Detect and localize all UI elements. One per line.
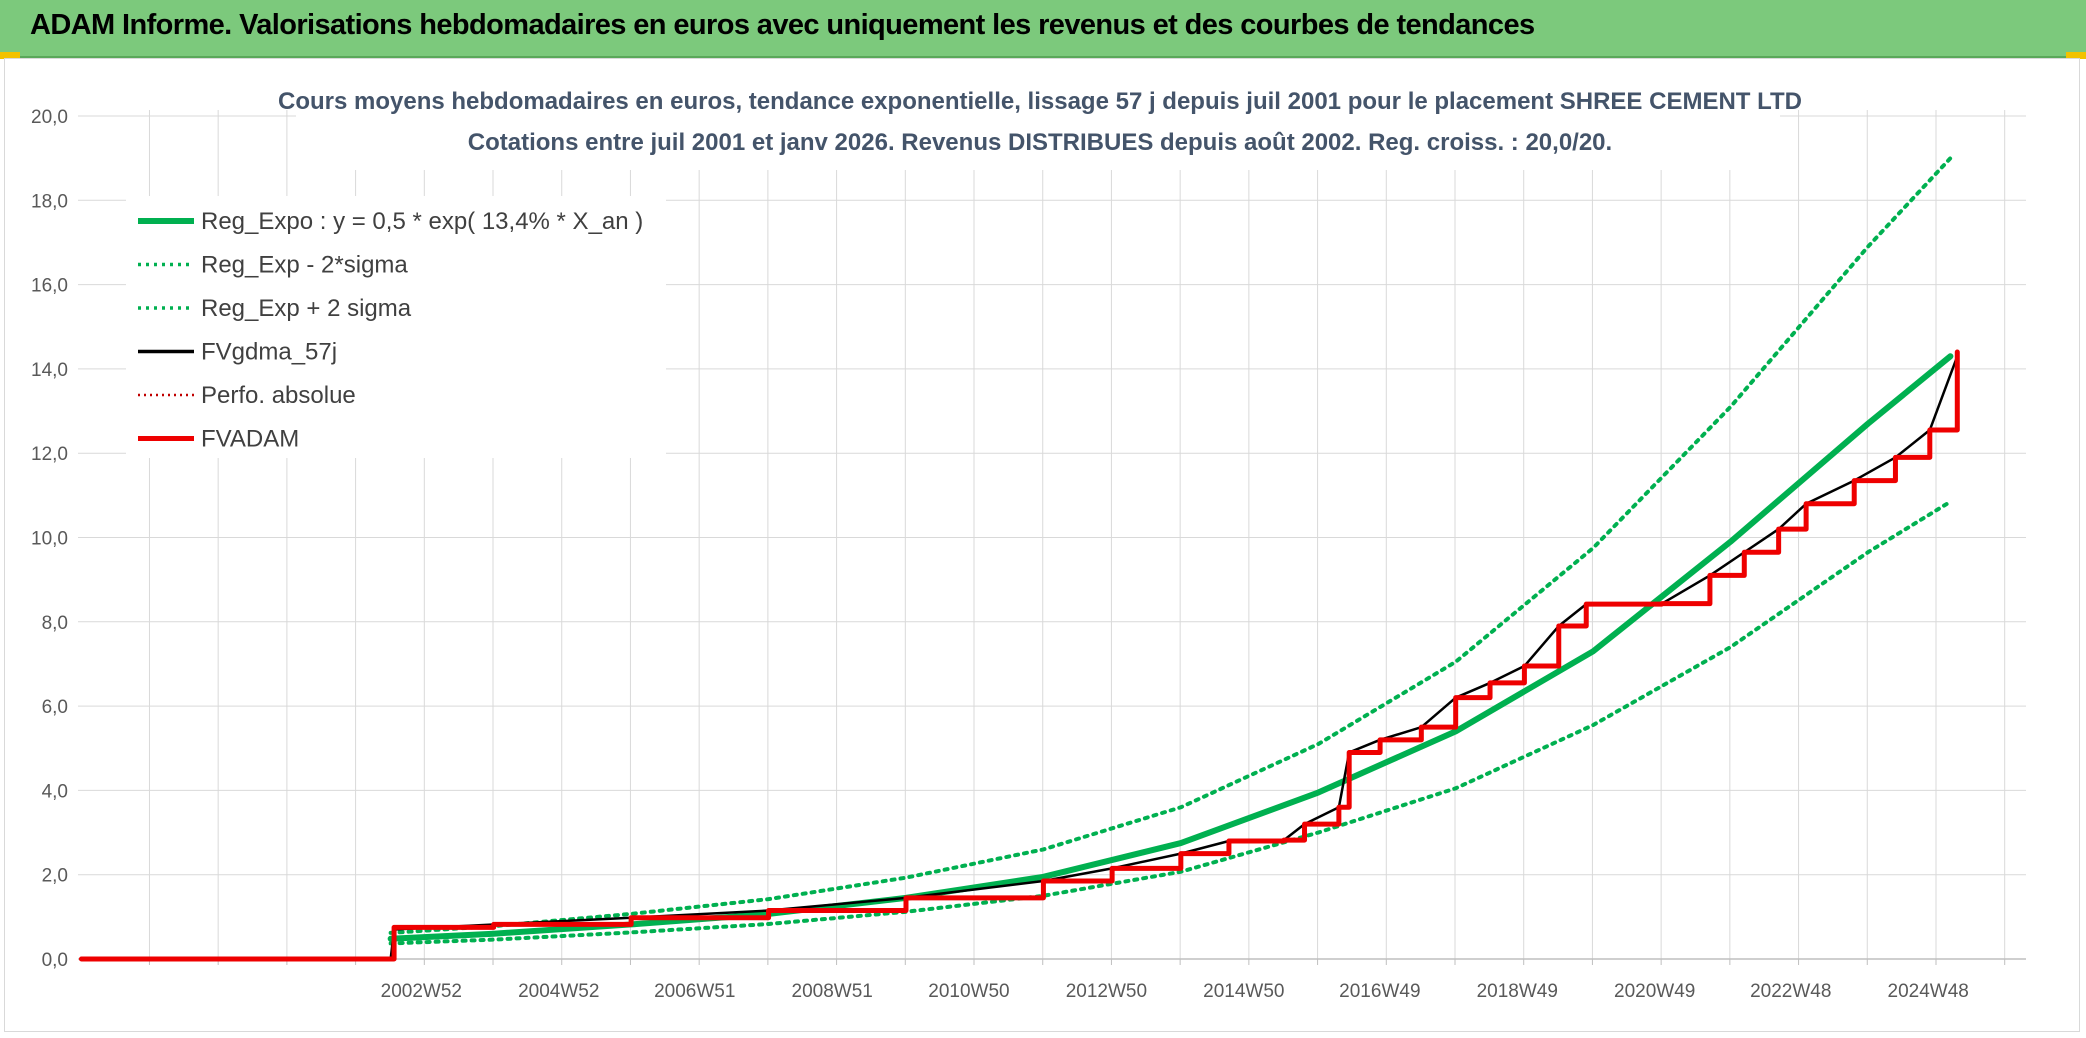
x-tick-label: 2020W49 bbox=[1614, 981, 1695, 1002]
chart-title-background bbox=[296, 78, 1780, 170]
x-tick-label: 2004W52 bbox=[518, 981, 599, 1002]
legend-entry-label: FVADAM bbox=[201, 426, 299, 453]
x-tick-label: 2010W50 bbox=[928, 981, 1009, 1002]
legend-entry-label: Reg_Expo : y = 0,5 * exp( 13,4% * X_an ) bbox=[201, 208, 643, 235]
y-tick-label: 10,0 bbox=[31, 529, 68, 550]
x-tick-label: 2012W50 bbox=[1066, 981, 1147, 1002]
legend-entry-label: Perfo. absolue bbox=[201, 382, 356, 409]
x-tick-label: 2016W49 bbox=[1339, 981, 1420, 1002]
legend-entry-label: Reg_Exp + 2 sigma bbox=[201, 295, 412, 322]
corner-marker-left bbox=[0, 52, 20, 59]
corner-marker-right bbox=[2066, 52, 2086, 59]
report-title: ADAM Informe. Valorisations hebdomadaire… bbox=[30, 9, 1535, 41]
series-line-5 bbox=[78, 349, 1960, 962]
x-tick-label: 2024W48 bbox=[1888, 981, 1969, 1002]
y-tick-label: 4,0 bbox=[42, 781, 68, 802]
series-line-2 bbox=[388, 156, 1953, 935]
y-tick-label: 16,0 bbox=[31, 276, 68, 297]
x-tick-label: 2022W48 bbox=[1750, 981, 1831, 1002]
y-tick-label: 2,0 bbox=[42, 866, 68, 887]
y-tick-label: 18,0 bbox=[31, 191, 68, 212]
y-tick-label: 20,0 bbox=[31, 107, 68, 128]
report-banner: ADAM Informe. Valorisations hebdomadaire… bbox=[0, 0, 2086, 58]
x-tick-label: 2002W52 bbox=[381, 981, 462, 1002]
y-tick-label: 0,0 bbox=[42, 950, 68, 971]
y-tick-label: 6,0 bbox=[42, 697, 68, 718]
legend-entry-label: Reg_Exp - 2*sigma bbox=[201, 252, 408, 279]
y-tick-label: 12,0 bbox=[31, 444, 68, 465]
axes: 0,0 2,0 4,0 6,0 8,0 10,0 12,0 14,0 16,0 18,0 20,0 2… bbox=[31, 107, 2026, 1002]
chart-subtitle: Cotations entre juil 2001 et janv 2026. … bbox=[468, 129, 1612, 156]
x-tick-label: 2014W50 bbox=[1203, 981, 1284, 1002]
legend-background bbox=[126, 196, 666, 458]
chart-title: Cours moyens hebdomadaires en euros, ten… bbox=[278, 88, 1802, 115]
x-tick-label: 2008W51 bbox=[792, 981, 873, 1002]
chart-frame bbox=[4, 58, 2080, 1032]
chart-title-block: Cours moyens hebdomadaires en euros, ten… bbox=[278, 78, 1802, 170]
series-line-1 bbox=[388, 499, 1953, 946]
x-tick-label: 2006W51 bbox=[654, 981, 735, 1002]
legend-entry-label: FVgdma_57j bbox=[201, 339, 337, 366]
data-series bbox=[78, 156, 1960, 962]
y-tick-label: 8,0 bbox=[42, 613, 68, 634]
x-tick-label: 2018W49 bbox=[1477, 981, 1558, 1002]
y-tick-label: 14,0 bbox=[31, 360, 68, 381]
legend: Reg_Expo : y = 0,5 * exp( 13,4% * X_an )… bbox=[126, 196, 666, 458]
